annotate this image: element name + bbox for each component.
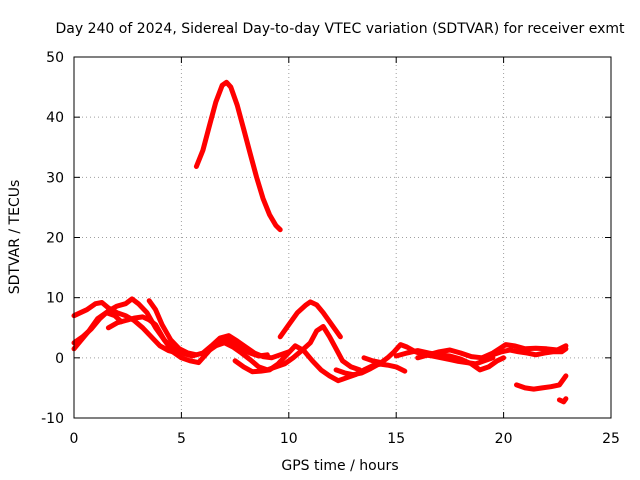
y-tick-label: 20 <box>46 231 64 247</box>
axis-ticks: 0 5 10 15 20 25 -10 0 10 20 30 40 50 <box>41 50 620 447</box>
y-axis-label: SDTVAR / TECUs <box>7 180 23 295</box>
series-arc-m <box>490 346 569 358</box>
series-arc-e <box>146 298 199 358</box>
x-tick-label: 25 <box>602 431 620 447</box>
series-arc-l <box>415 342 569 361</box>
x-tick-label: 5 <box>177 431 186 447</box>
x-tick-label: 0 <box>70 431 79 447</box>
series-arc-o <box>556 396 569 405</box>
series-arc-high <box>193 79 283 233</box>
y-tick-label: 30 <box>46 170 64 186</box>
series-arc-f <box>204 324 363 373</box>
chart-title: Day 240 of 2024, Sidereal Day-to-day VTE… <box>56 21 626 37</box>
x-axis-label: GPS time / hours <box>281 458 398 474</box>
x-tick-label: 15 <box>387 431 405 447</box>
y-tick-label: 40 <box>46 110 64 126</box>
series-arc-k <box>393 348 507 373</box>
y-tick-label: 50 <box>46 50 64 66</box>
y-tick-label: 10 <box>46 291 64 307</box>
x-tick-label: 20 <box>495 431 513 447</box>
series-arc-a <box>71 300 180 356</box>
series-arc-i <box>333 361 408 378</box>
series-arc-n <box>514 373 569 392</box>
y-tick-label: -10 <box>41 411 64 427</box>
y-tick-label: 0 <box>55 351 64 367</box>
x-tick-label: 10 <box>280 431 298 447</box>
data-series <box>71 79 569 405</box>
series-arc-h <box>277 299 343 340</box>
series-arc-d <box>105 314 270 366</box>
